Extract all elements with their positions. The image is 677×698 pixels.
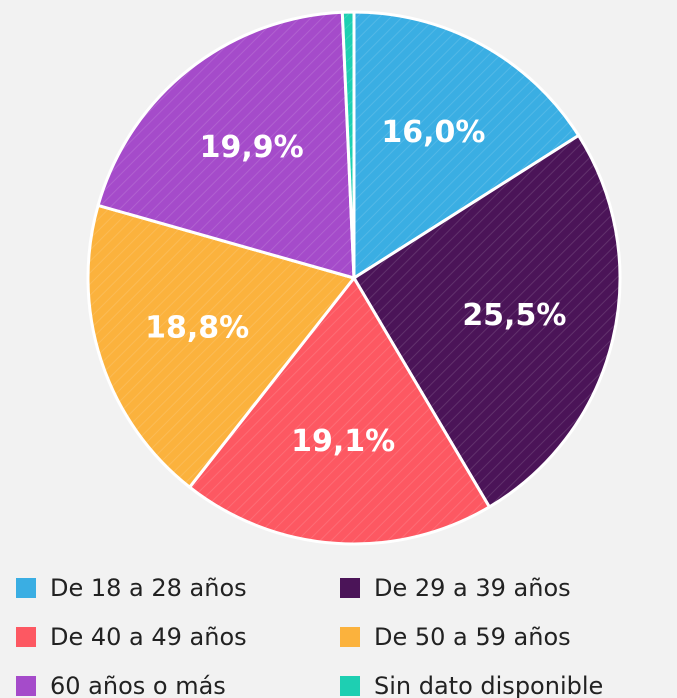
value-label: 19,1% (291, 424, 395, 459)
slice-texture (354, 135, 620, 507)
value-label: 25,5% (462, 298, 566, 333)
legend-swatch (340, 627, 360, 647)
slice-texture (189, 278, 490, 544)
value-label: 18,8% (145, 310, 249, 345)
legend-swatch (16, 627, 36, 647)
legend-swatch (340, 578, 360, 598)
legend-swatch (16, 676, 36, 696)
legend-label: 60 años o más (50, 672, 226, 698)
slice-texture (98, 12, 354, 279)
slice-texture (87, 205, 354, 488)
legend-label: De 50 a 59 años (374, 623, 571, 651)
legend-swatch (340, 676, 360, 696)
slice-texture (342, 12, 354, 278)
legend-label: De 18 a 28 años (50, 574, 247, 602)
legend-swatch (16, 578, 36, 598)
value-label: 19,9% (200, 130, 304, 165)
legend-label: De 40 a 49 años (50, 623, 247, 651)
legend-label: Sin dato disponible (374, 672, 603, 698)
legend-label: De 29 a 39 años (374, 574, 571, 602)
value-label: 16,0% (381, 115, 485, 150)
slice-texture (354, 12, 579, 278)
